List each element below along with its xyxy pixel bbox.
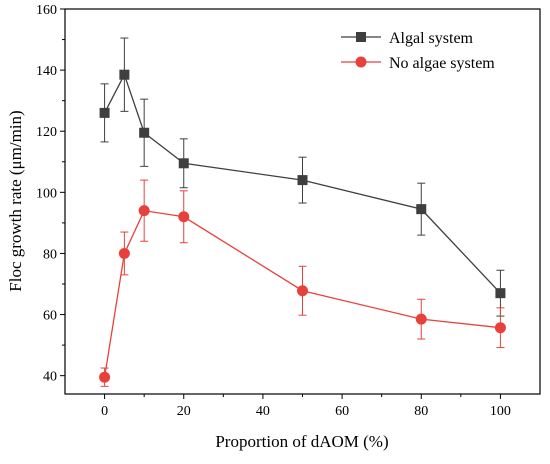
y-tick-label: 80 — [43, 247, 57, 262]
data-point — [494, 322, 506, 334]
data-point — [119, 69, 130, 80]
x-tick-label: 100 — [490, 404, 511, 419]
y-tick-label: 40 — [43, 370, 57, 385]
data-point — [416, 204, 427, 215]
y-tick-label: 160 — [36, 3, 57, 18]
legend-label-algal: Algal system — [389, 30, 474, 47]
x-tick-label: 60 — [335, 404, 349, 419]
series-1 — [99, 179, 506, 387]
y-tick-label: 120 — [36, 125, 57, 140]
data-point — [415, 313, 427, 325]
x-tick-label: 0 — [101, 404, 108, 419]
y-tick-label: 60 — [43, 309, 57, 324]
y-tick-label: 100 — [36, 186, 57, 201]
data-point — [297, 175, 308, 186]
data-point — [99, 107, 110, 118]
data-point — [139, 127, 150, 138]
data-point — [138, 205, 150, 217]
series-0 — [99, 37, 506, 317]
data-point — [297, 285, 308, 297]
series-layer — [99, 37, 506, 387]
x-axis-label: Proportion of dAOM (%) — [215, 432, 388, 451]
legend-marker-algal — [356, 32, 366, 42]
y-axis-ticks: 40 60 80 100 120 140 160 — [36, 3, 65, 385]
data-point — [118, 247, 130, 259]
data-point — [99, 371, 111, 383]
x-tick-label: 80 — [414, 404, 428, 419]
legend: Algal system No algae system — [341, 30, 495, 72]
y-tick-label: 140 — [36, 64, 57, 79]
x-axis-ticks: 0 20 40 60 80 100 — [101, 394, 511, 419]
data-point — [178, 158, 189, 169]
data-point — [495, 288, 506, 299]
y-axis-label: Floc growth rate (μm/min) — [6, 110, 25, 291]
x-tick-label: 40 — [256, 404, 270, 419]
x-tick-label: 20 — [177, 404, 191, 419]
data-point — [178, 211, 190, 223]
legend-marker-no-algae — [355, 56, 367, 68]
legend-label-no-algae: No algae system — [389, 55, 495, 72]
